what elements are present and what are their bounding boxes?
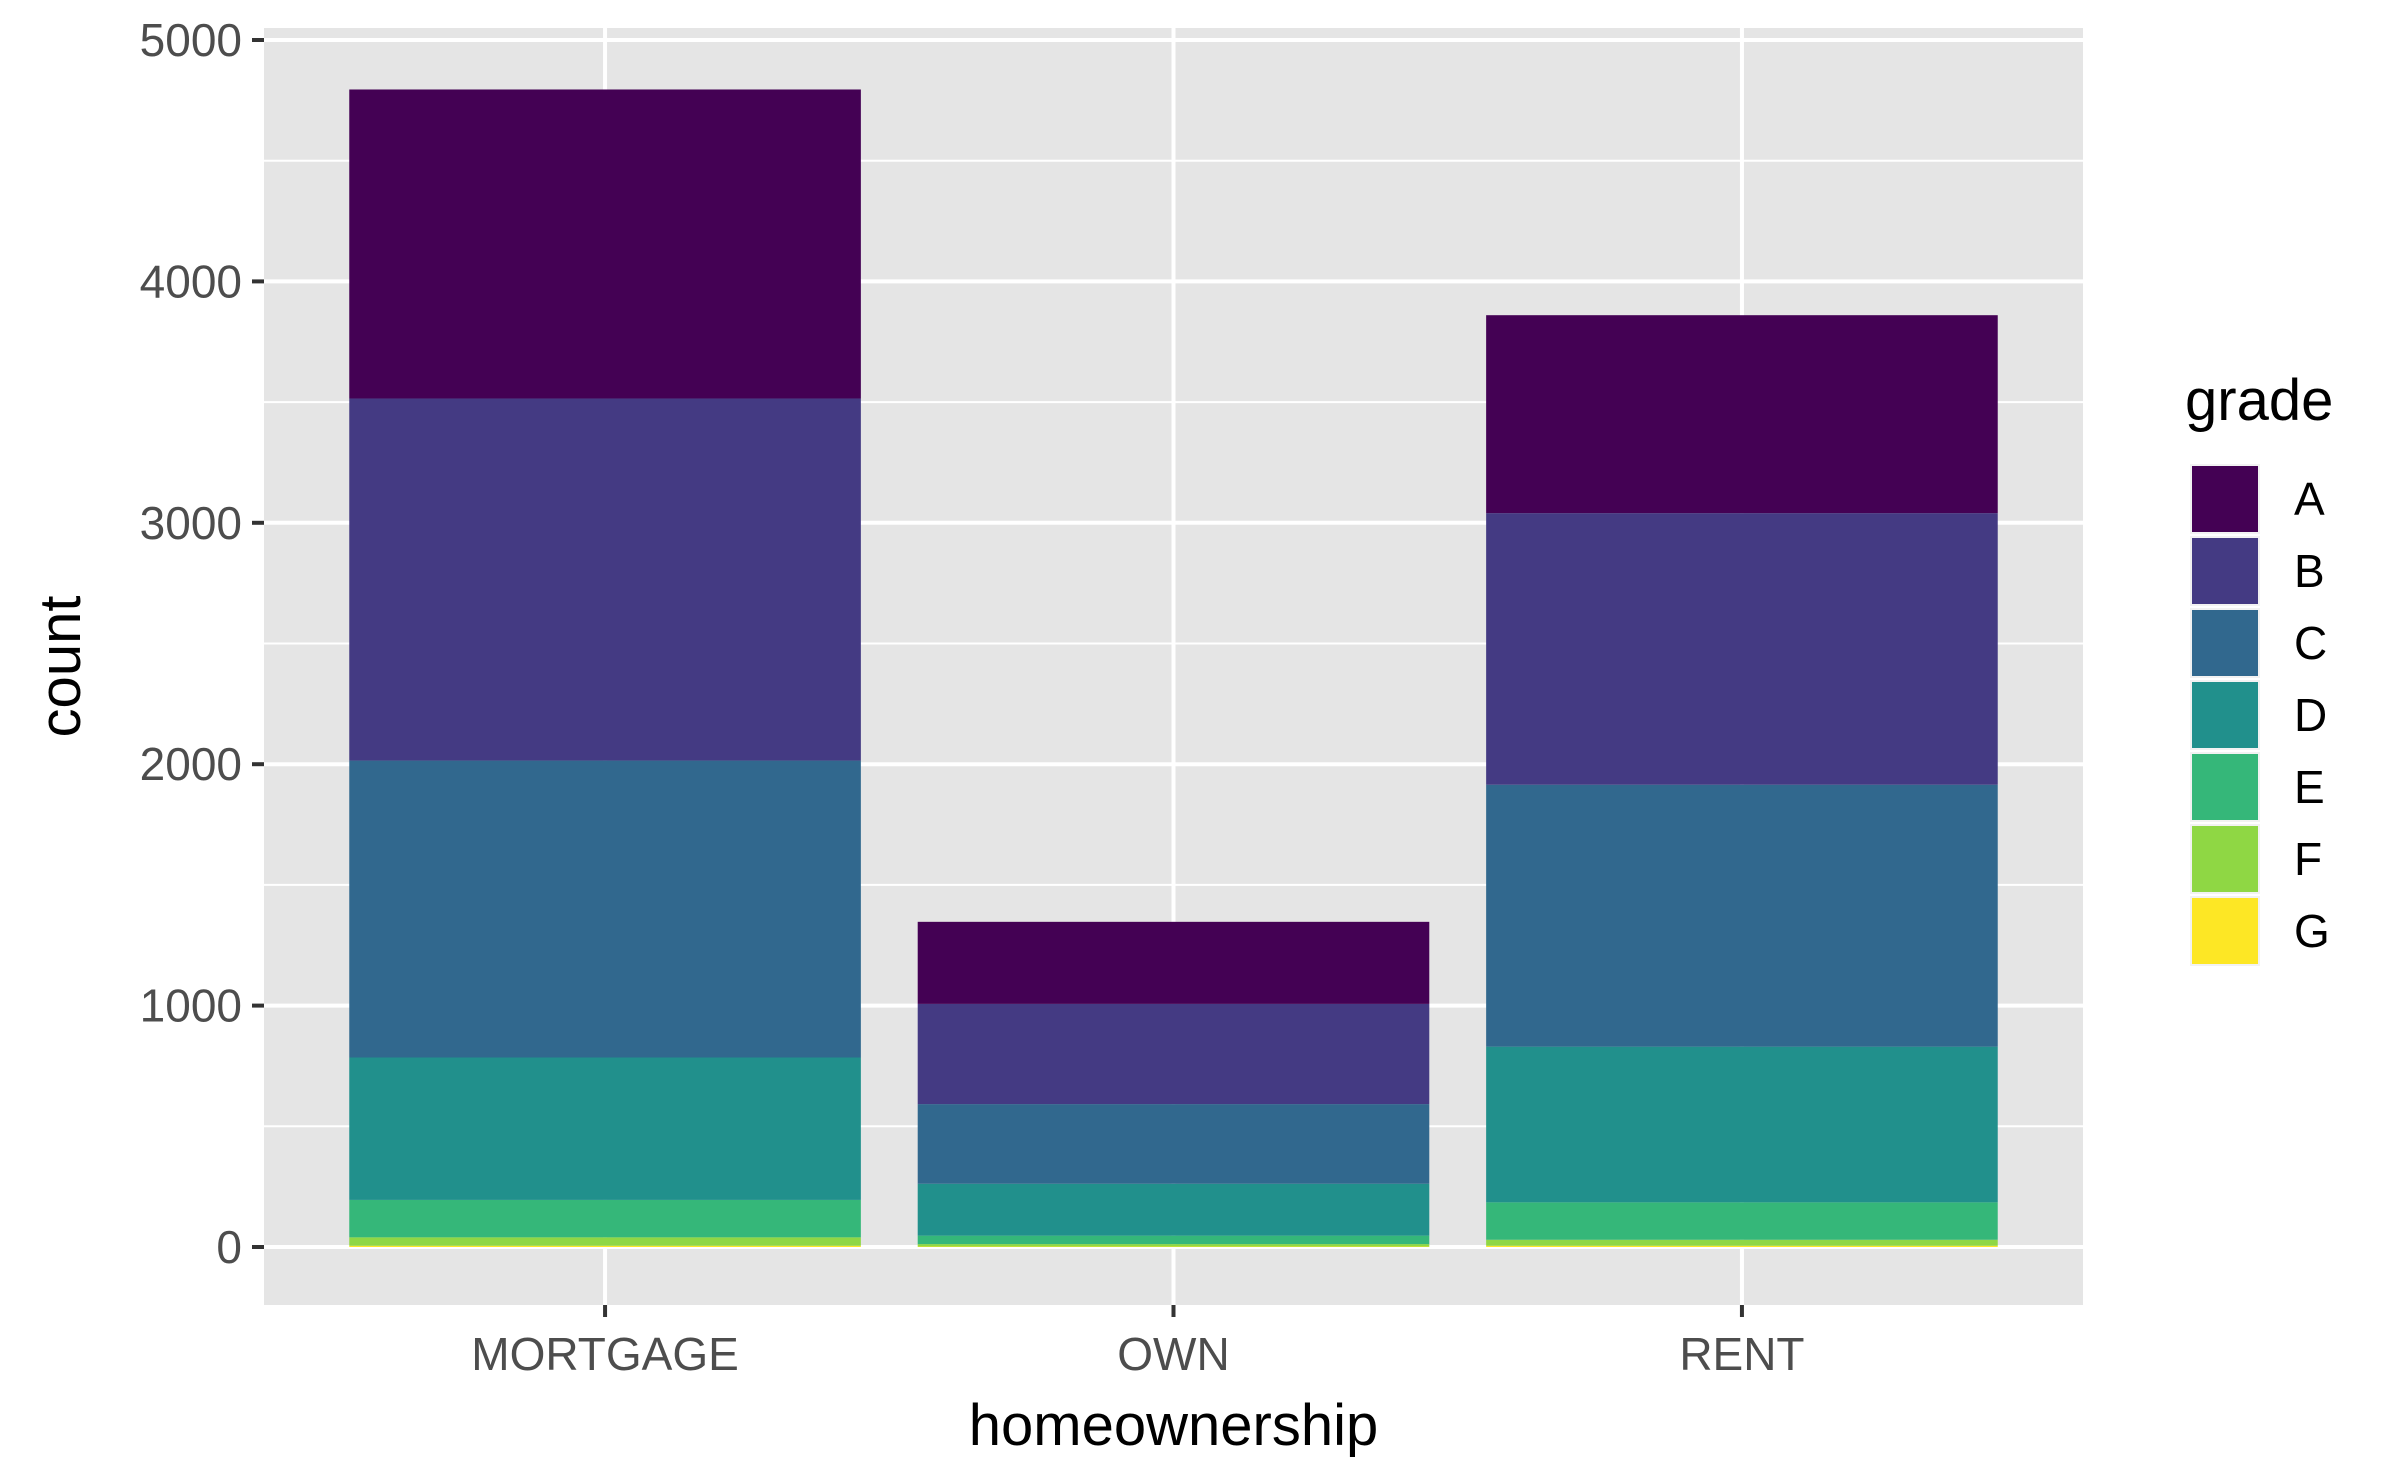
bar-segment-mortgage-e <box>349 1199 861 1238</box>
bar-segment-rent-c <box>1486 784 1998 1047</box>
bar-segment-rent-e <box>1486 1202 1998 1240</box>
legend-swatch-e <box>2192 754 2258 820</box>
bar-segment-mortgage-a <box>349 89 861 399</box>
x-axis: MORTGAGE OWN RENT <box>471 1305 1805 1380</box>
legend-swatch-g <box>2192 898 2258 964</box>
x-tick-label: MORTGAGE <box>471 1328 739 1380</box>
y-tick-label: 0 <box>216 1221 242 1273</box>
x-tick-label: OWN <box>1117 1328 1229 1380</box>
y-tick-label: 4000 <box>140 255 242 307</box>
legend-label-e: E <box>2294 761 2325 813</box>
legend-swatch-c <box>2192 610 2258 676</box>
bar-segment-own-a <box>917 921 1430 1004</box>
y-tick-label: 5000 <box>140 14 242 66</box>
bar-segment-own-f <box>917 1244 1430 1247</box>
x-axis-title: homeownership <box>969 1393 1378 1458</box>
legend-label-a: A <box>2294 473 2325 525</box>
y-tick-label: 1000 <box>140 980 242 1032</box>
legend-label-g: G <box>2294 905 2330 957</box>
bar-segment-rent-a <box>1486 315 1998 514</box>
legend-label-b: B <box>2294 545 2325 597</box>
bar-segment-rent-b <box>1486 513 1998 785</box>
y-tick-label: 3000 <box>140 497 242 549</box>
bar-segment-own-d <box>917 1183 1430 1236</box>
legend-swatch-a <box>2192 466 2258 532</box>
legend-swatch-d <box>2192 682 2258 748</box>
bar-segment-rent-d <box>1486 1046 1998 1203</box>
legend-label-d: D <box>2294 689 2327 741</box>
bar-segment-rent-f <box>1486 1239 1998 1246</box>
bar-segment-mortgage-d <box>349 1057 861 1200</box>
bar-segment-own-b <box>917 1003 1430 1105</box>
legend-label-c: C <box>2294 617 2327 669</box>
bar-segment-mortgage-b <box>349 398 861 761</box>
legend-swatch-f <box>2192 826 2258 892</box>
legend-title: grade <box>2185 368 2333 433</box>
y-axis-title: count <box>28 596 93 738</box>
y-axis: 0 1000 2000 3000 4000 5000 <box>140 14 264 1273</box>
bar-segment-rent-g <box>1486 1245 1998 1247</box>
bar-segment-mortgage-f <box>349 1237 861 1246</box>
bar-segment-mortgage-c <box>349 760 861 1058</box>
bar-segment-mortgage-g <box>349 1245 861 1247</box>
bars <box>349 89 1998 1247</box>
x-tick-label: RENT <box>1679 1328 1804 1380</box>
y-tick-label: 2000 <box>140 738 242 790</box>
legend-swatch-b <box>2192 538 2258 604</box>
legend-label-f: F <box>2294 833 2322 885</box>
bar-segment-own-e <box>917 1235 1430 1245</box>
bar-segment-own-c <box>917 1104 1430 1184</box>
